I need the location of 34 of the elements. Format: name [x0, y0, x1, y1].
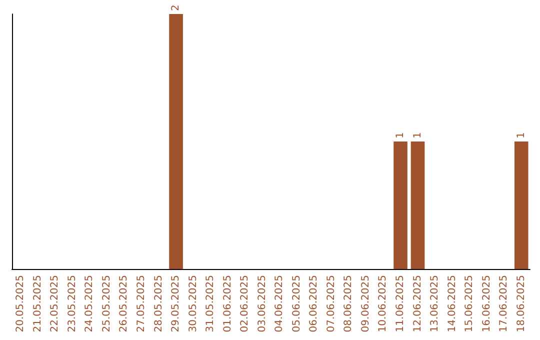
x-tick-label: 04.06.2025: [274, 275, 286, 332]
x-tick-label: 27.05.2025: [136, 275, 147, 332]
x-tick-label: 06.06.2025: [308, 275, 320, 332]
x-tick-label: 12.06.2025: [412, 275, 424, 332]
x-tick-label: 18.06.2025: [516, 275, 527, 332]
data-label: 2: [170, 4, 182, 11]
x-tick-label: 25.05.2025: [101, 275, 112, 332]
x-tick-label: 17.06.2025: [498, 275, 510, 332]
x-tick-label: 01.06.2025: [222, 275, 234, 332]
data-label: 1: [395, 132, 406, 138]
x-tick-label: 23.05.2025: [66, 275, 78, 332]
x-tick-label: 30.05.2025: [188, 275, 199, 332]
x-tick-label: 29.05.2025: [170, 275, 182, 332]
x-tick-label: 09.06.2025: [360, 275, 372, 332]
x-tick-label: 02.06.2025: [240, 275, 251, 332]
x-tick-label: 15.06.2025: [464, 275, 476, 332]
x-tick-label: 28.05.2025: [153, 275, 164, 332]
x-tick-label: 08.06.2025: [343, 275, 354, 332]
x-tick-label: 22.05.2025: [50, 275, 61, 332]
x-tick-label: 13.06.2025: [430, 275, 441, 332]
x-tick-label: 05.06.2025: [291, 275, 302, 332]
data-label: 1: [412, 132, 424, 138]
x-tick-label: 26.05.2025: [118, 275, 130, 332]
x-tick-label: 21.05.2025: [32, 275, 44, 332]
x-tick-label: 10.06.2025: [378, 275, 389, 332]
x-tick-label: 16.06.2025: [481, 275, 492, 332]
data-label: 1: [516, 132, 527, 138]
x-tick-label: 14.06.2025: [446, 275, 458, 332]
x-tick-label: 31.05.2025: [205, 275, 216, 332]
x-tick-label: 07.06.2025: [326, 275, 337, 332]
x-tick-label: 24.05.2025: [84, 275, 96, 332]
x-tick-label: 20.05.2025: [15, 275, 26, 332]
x-tick-label: 11.06.2025: [395, 275, 406, 332]
x-tick-label: 03.06.2025: [256, 275, 268, 332]
